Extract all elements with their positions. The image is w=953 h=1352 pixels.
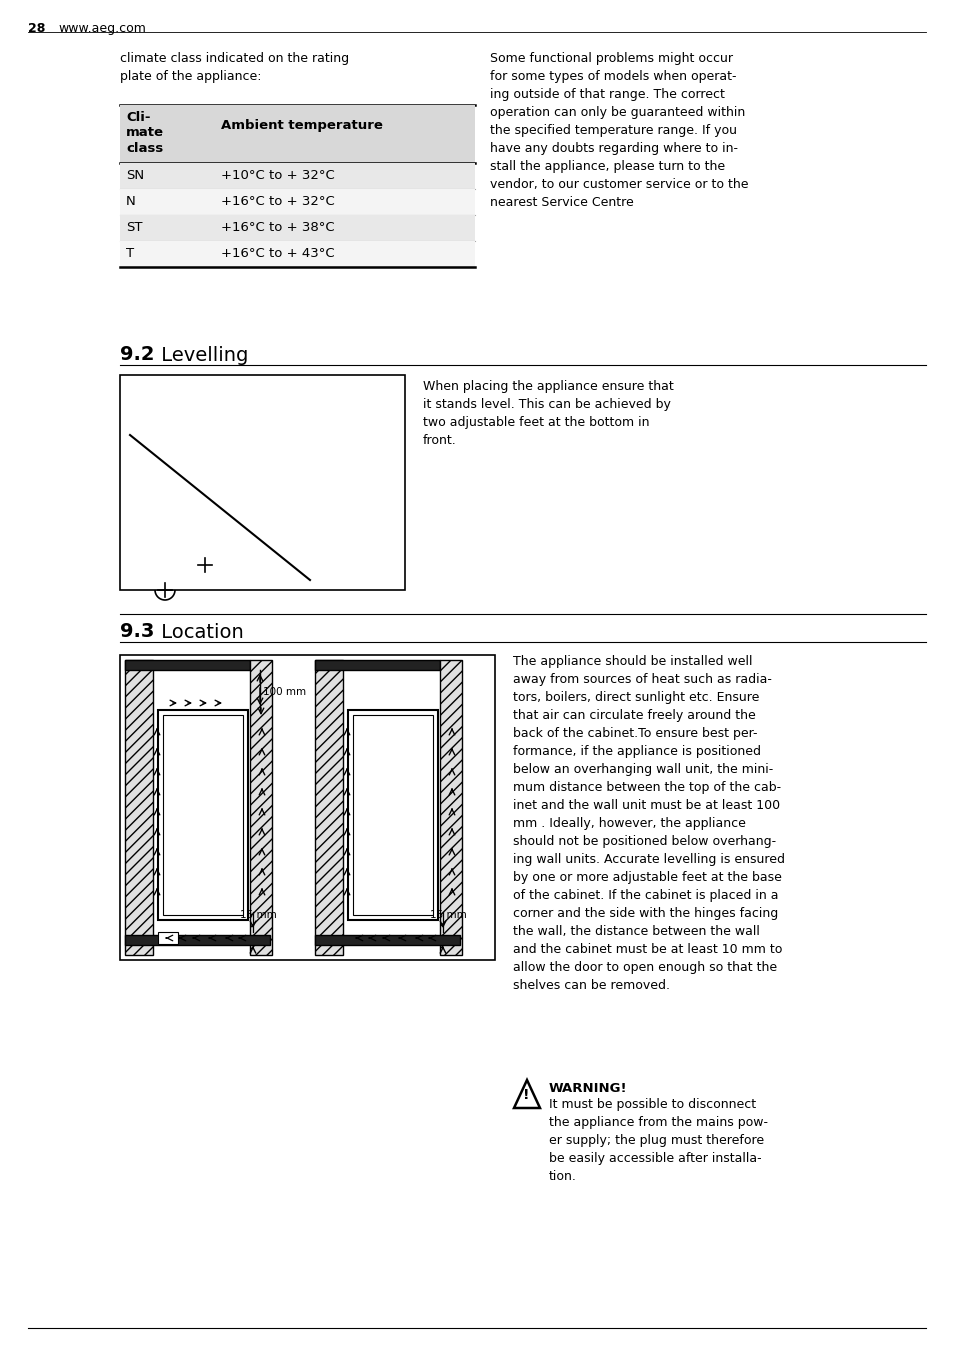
Text: ST: ST [126,220,142,234]
Bar [348,710,437,919]
Text: www.aeg.com: www.aeg.com [58,22,146,35]
Text: +10°C to + 32°C: +10°C to + 32°C [221,169,335,183]
Text: SN: SN [126,169,144,183]
Bar [120,105,475,164]
Text: +16°C to + 43°C: +16°C to + 43°C [221,247,335,260]
Bar [120,241,475,266]
Text: The appliance should be installed well
away from sources of heat such as radia-
: The appliance should be installed well a… [513,654,784,992]
Bar [158,710,248,919]
Circle shape [181,418,199,435]
Text: 9.3: 9.3 [120,622,154,641]
Polygon shape [330,456,370,565]
Bar [125,660,250,671]
Circle shape [154,580,174,600]
Text: 15 mm: 15 mm [430,910,466,919]
Text: climate class indicated on the rating
plate of the appliance:: climate class indicated on the rating pl… [120,51,349,82]
Bar [120,654,495,960]
Circle shape [221,425,239,442]
Polygon shape [514,1080,539,1109]
Bar [163,715,243,915]
Text: 28: 28 [28,22,46,35]
Polygon shape [145,560,370,580]
Bar [250,660,272,955]
Bar [439,660,461,955]
Text: Cli-
mate
class: Cli- mate class [126,111,164,155]
Bar [125,936,270,945]
Text: !: ! [522,1088,529,1102]
Bar [125,660,152,955]
Text: 100 mm: 100 mm [263,687,306,698]
Bar [314,660,343,955]
Text: Location: Location [154,623,244,642]
Bar [120,215,475,241]
Polygon shape [279,487,311,523]
Text: +16°C to + 32°C: +16°C to + 32°C [221,195,335,208]
Bar [120,189,475,215]
Text: Some functional problems might occur
for some types of models when operat-
ing o: Some functional problems might occur for… [490,51,748,210]
Bar [353,715,433,915]
Text: N: N [126,195,135,208]
Bar [314,660,439,671]
Text: Ambient temperature: Ambient temperature [221,119,382,132]
Bar [120,375,405,589]
Circle shape [287,498,303,512]
Bar [158,932,178,944]
Text: 9.2: 9.2 [120,345,154,364]
Bar [314,936,459,945]
Text: +16°C to + 38°C: +16°C to + 38°C [221,220,335,234]
Text: When placing the appliance ensure that
it stands level. This can be achieved by
: When placing the appliance ensure that i… [422,380,673,448]
Text: 15 mm: 15 mm [240,910,276,919]
Text: It must be possible to disconnect
the appliance from the mains pow-
er supply; t: It must be possible to disconnect the ap… [548,1098,767,1183]
Bar [120,164,475,189]
Text: T: T [126,247,134,260]
Polygon shape [145,425,370,470]
Text: Levelling: Levelling [154,346,248,365]
Text: WARNING!: WARNING! [548,1082,627,1095]
Circle shape [194,556,214,575]
